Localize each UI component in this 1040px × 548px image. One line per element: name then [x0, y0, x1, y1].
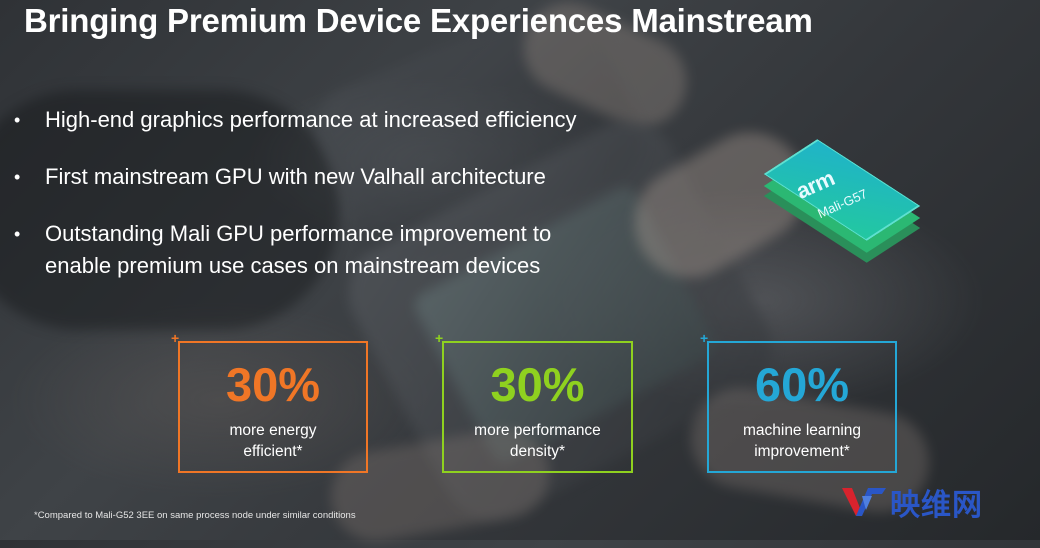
stat-line: density* — [509, 443, 566, 460]
stat-line: more performance — [474, 422, 601, 439]
plus-icon: + — [171, 330, 180, 346]
bullet-item: • First mainstream GPU with new Valhall … — [14, 161, 674, 193]
stat-value: 30% — [225, 358, 321, 411]
stat-value: 30% — [490, 358, 585, 411]
bullet-text: First mainstream GPU with new Valhall ar… — [45, 164, 546, 189]
stat-line: improvement* — [754, 443, 850, 460]
mali-chip-graphic: arm Mali-G57 — [742, 139, 942, 280]
bullet-list: • High-end graphics performance at incre… — [14, 104, 674, 282]
stat-line: more energy — [229, 422, 317, 439]
stat-description: more energy efficient* — [180, 420, 366, 462]
bullet-item: • High-end graphics performance at incre… — [14, 104, 674, 136]
stat-box-ml: + 60% machine learning improvement* — [700, 330, 897, 473]
stat-box-energy: + 30% more energy efficient* — [171, 330, 368, 473]
bullet-text: Outstanding Mali GPU performance improve… — [45, 221, 552, 246]
stat-line: efficient* — [243, 443, 303, 460]
watermark-logo-icon — [842, 488, 886, 516]
bullet-icon: • — [14, 110, 21, 130]
background-shadow — [0, 90, 340, 330]
plus-icon: + — [435, 330, 444, 346]
bullet-text: High-end graphics performance at increas… — [45, 107, 577, 132]
bullet-text: enable premium use cases on mainstream d… — [45, 253, 541, 278]
footnote: *Compared to Mali-G52 3EE on same proces… — [34, 510, 356, 521]
slide-title: Bringing Premium Device Experiences Main… — [24, 2, 813, 39]
bullet-icon: • — [14, 224, 21, 244]
stat-box-density: + 30% more performance density* — [435, 330, 633, 473]
stat-line: machine learning — [742, 422, 862, 439]
plus-icon: + — [700, 330, 709, 346]
stat-description: more performance density* — [444, 420, 631, 462]
watermark: 映维网 — [842, 484, 983, 522]
bullet-item: • Outstanding Mali GPU performance impro… — [14, 218, 674, 282]
bullet-icon: • — [14, 167, 21, 187]
stat-value: 60% — [754, 358, 850, 411]
stat-description: machine learning improvement* — [709, 420, 895, 462]
watermark-text: 映维网 — [890, 489, 983, 522]
